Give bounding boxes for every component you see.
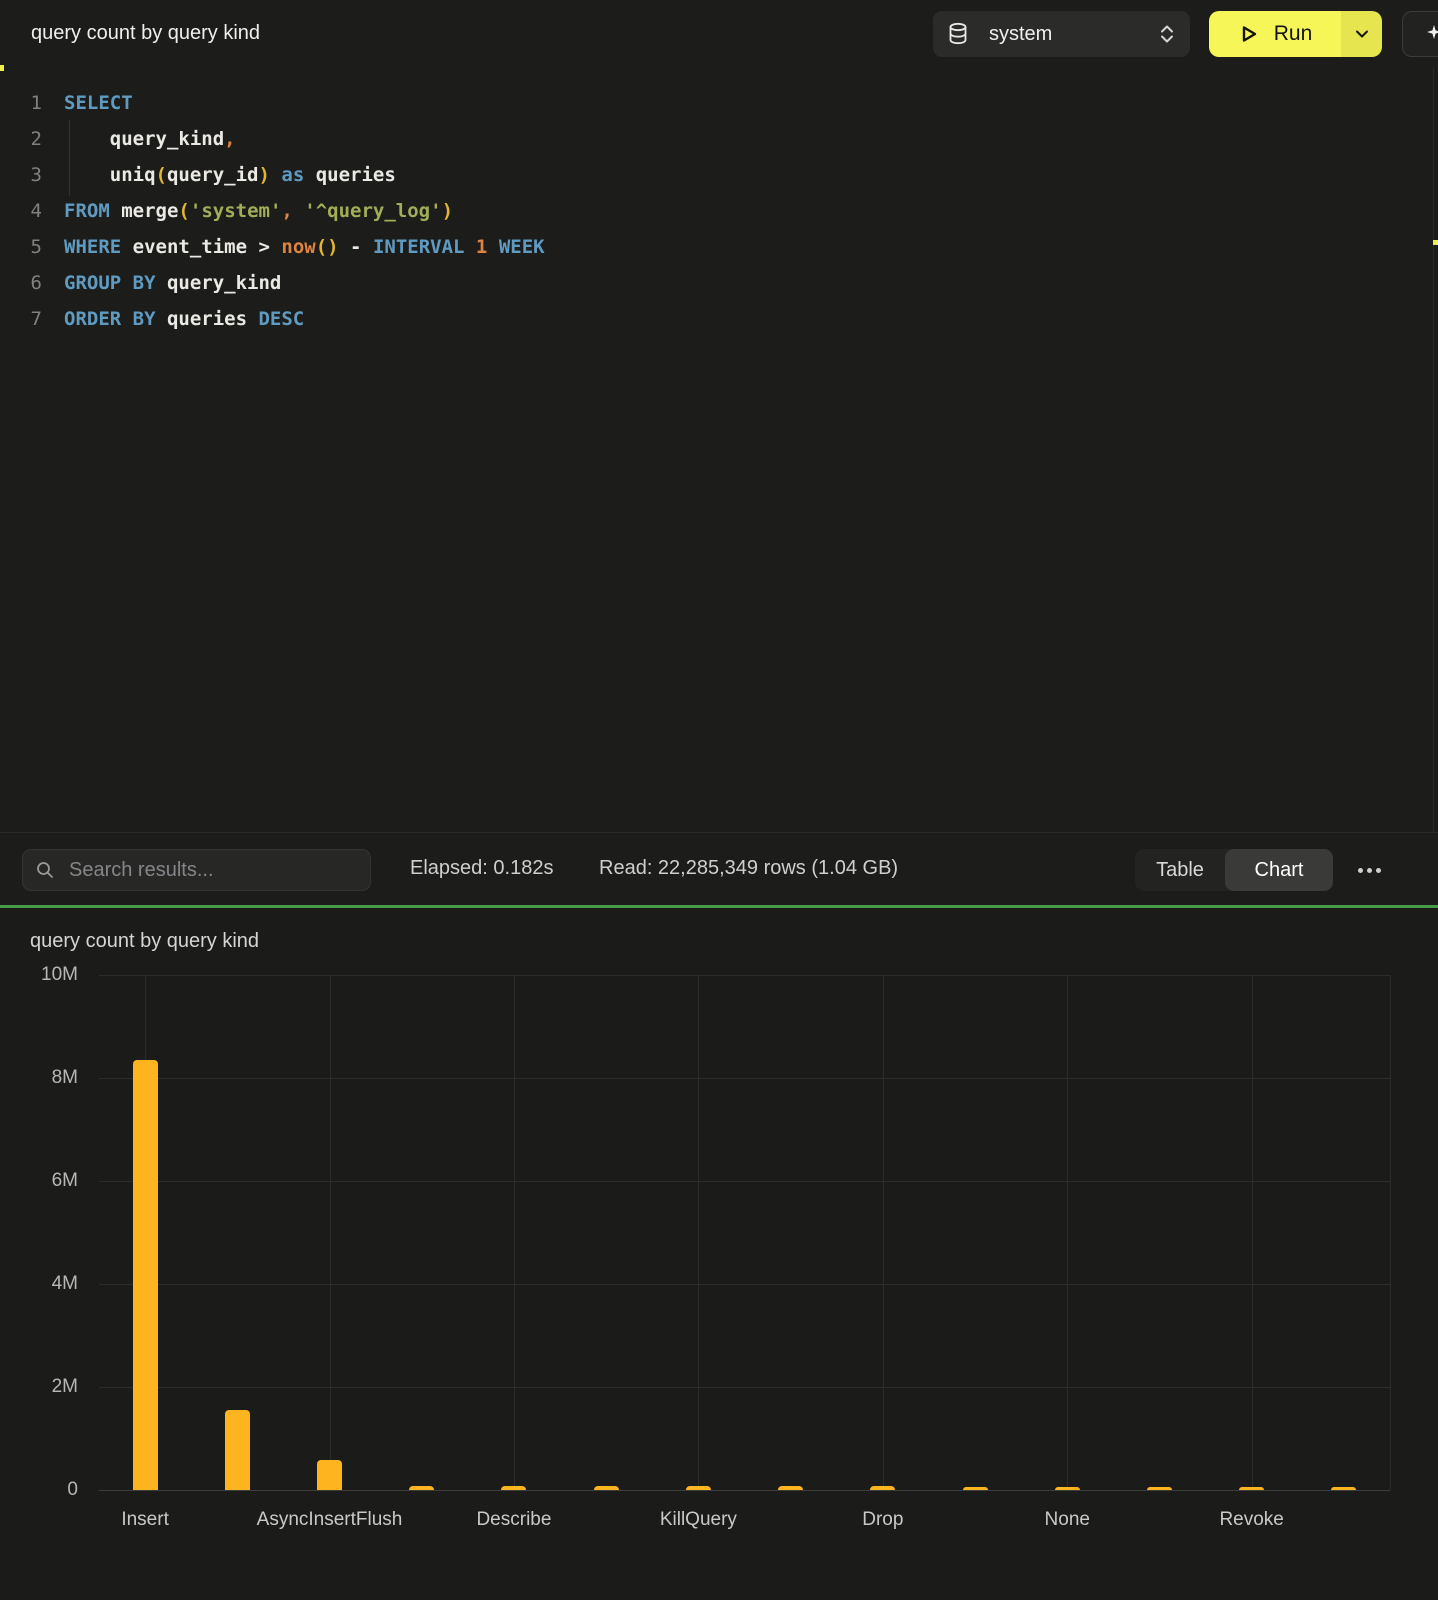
x-axis-tick-label: Drop: [862, 1509, 904, 1530]
x-axis-tick-label: AsyncInsertFlush: [256, 1509, 403, 1530]
h-gridline: [99, 1181, 1390, 1182]
y-axis-tick-label: 8M: [51, 1067, 78, 1088]
line-number: 7: [30, 308, 42, 330]
h-gridline: [99, 975, 1390, 976]
y-axis-tick-label: 6M: [51, 1170, 78, 1191]
scrollbar-annotation: [1433, 240, 1438, 245]
line-number: 4: [30, 200, 42, 222]
x-axis-tick-label: KillQuery: [659, 1509, 737, 1530]
bar[interactable]: [501, 1485, 527, 1490]
line-number: 5: [30, 236, 42, 258]
search-icon: [35, 860, 55, 880]
bar[interactable]: [962, 1486, 988, 1490]
ellipsis-icon: [1357, 867, 1363, 873]
editor-scrollbar-track[interactable]: [1433, 68, 1434, 832]
v-gridline: [882, 975, 884, 1490]
tab-table[interactable]: Table: [1156, 858, 1204, 881]
v-gridline: [329, 975, 331, 1490]
bar[interactable]: [778, 1486, 804, 1490]
x-axis-tick-label: None: [1044, 1509, 1090, 1530]
h-gridline: [99, 1387, 1390, 1388]
query-title: query count by query kind: [31, 22, 261, 44]
y-axis-tick-label: 10M: [41, 964, 78, 985]
line-number: 6: [30, 272, 42, 294]
bar[interactable]: [870, 1486, 896, 1490]
line-number: 2: [30, 128, 42, 150]
y-axis-tick-label: 2M: [51, 1376, 78, 1397]
bar[interactable]: [1239, 1486, 1265, 1490]
code-area: 1 SELECT 2 query_kind, 3 uniq(query_id) as …: [0, 85, 1420, 337]
bar-chart: 0 2M 4M 6M 8M 10M Insert AsyncInsertFlush Descri…: [0, 908, 1438, 1600]
line-number: 1: [30, 92, 42, 114]
y-axis-tick-label: 4M: [51, 1273, 78, 1294]
view-toggle: Table Chart: [1135, 849, 1333, 891]
h-gridline: [99, 1284, 1390, 1285]
bar[interactable]: [1331, 1487, 1357, 1490]
plot-right-border: [1390, 975, 1391, 1490]
chevron-up-down-icon: [1158, 22, 1176, 46]
chart-section: query count by query kind 0 2M 4M 6M 8M 10M In…: [0, 908, 1438, 1600]
bar[interactable]: [1054, 1486, 1080, 1490]
results-toolbar: Elapsed: 0.182s Read: 22,285,349 rows (1…: [0, 832, 1438, 907]
database-selector[interactable]: system: [933, 11, 1190, 57]
x-axis-tick-label: Revoke: [1219, 1509, 1284, 1530]
read-stat: Read: 22,285,349 rows (1.04 GB): [599, 857, 899, 879]
line-number: 3: [30, 164, 42, 186]
play-icon: [1238, 22, 1260, 46]
tab-chart[interactable]: Chart: [1225, 849, 1333, 891]
header: query count by query kind system: [0, 0, 1438, 69]
indent-guide: [69, 120, 70, 196]
v-gridline: [698, 975, 700, 1490]
database-icon: [947, 22, 969, 46]
chart-title: query count by query kind: [30, 930, 260, 952]
bar[interactable]: [317, 1460, 343, 1490]
code-line: 4 FROM merge('system', '^query_log'): [0, 193, 1420, 229]
bar[interactable]: [685, 1486, 711, 1490]
h-gridline: [99, 1490, 1390, 1491]
search-results-input[interactable]: [67, 857, 351, 883]
editor-accent-mark: [0, 65, 4, 71]
v-gridline: [513, 975, 515, 1490]
bar[interactable]: [593, 1486, 619, 1490]
success-indicator-bar: [0, 905, 1438, 908]
database-selector-value: system: [989, 22, 1053, 45]
x-axis-tick-label: Insert: [121, 1509, 169, 1530]
sql-editor[interactable]: 1 SELECT 2 query_kind, 3 uniq(query_id) as …: [0, 65, 1438, 832]
code-line: 2 query_kind,: [0, 121, 1420, 157]
ai-assist-button[interactable]: [1402, 11, 1438, 57]
code-line: 5 WHERE event_time > now() - INTERVAL 1 W…: [0, 229, 1420, 265]
bar[interactable]: [132, 1059, 158, 1490]
sparkles-icon: [1425, 22, 1438, 46]
more-options-button[interactable]: [1352, 859, 1386, 881]
x-axis-tick-label: Describe: [476, 1509, 552, 1530]
code-line: 3 uniq(query_id) as queries: [0, 157, 1420, 193]
search-box: [22, 849, 371, 891]
y-axis-tick-label: 0: [67, 1479, 78, 1500]
bar[interactable]: [1146, 1486, 1172, 1490]
elapsed-stat: Elapsed: 0.182s: [410, 857, 554, 879]
chevron-down-icon: [1354, 28, 1370, 40]
code-line: 1 SELECT: [0, 85, 1420, 121]
v-gridline: [1251, 975, 1253, 1490]
run-button[interactable]: Run: [1209, 11, 1341, 57]
run-split-button: Run: [1209, 11, 1382, 57]
bar[interactable]: [224, 1410, 250, 1490]
run-options-button[interactable]: [1341, 11, 1382, 57]
code-line: 7 ORDER BY queries DESC: [0, 301, 1420, 337]
h-gridline: [99, 1078, 1390, 1079]
run-button-label: Run: [1273, 22, 1313, 45]
code-line: 6 GROUP BY query_kind: [0, 265, 1420, 301]
v-gridline: [1067, 975, 1069, 1490]
bar[interactable]: [409, 1485, 435, 1490]
